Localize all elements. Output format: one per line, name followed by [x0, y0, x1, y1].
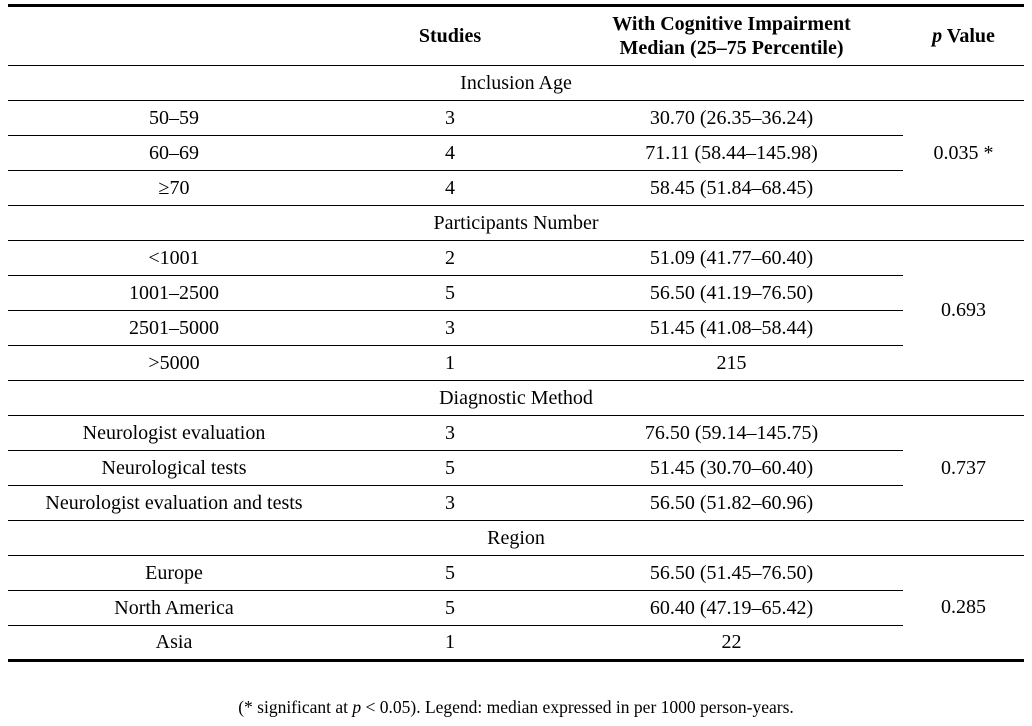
cell-median: 51.09 (41.77–60.40)	[560, 240, 903, 276]
cell-studies: 5	[340, 590, 560, 626]
cell-studies: 3	[340, 310, 560, 346]
header-p-italic: p	[932, 25, 943, 47]
section-title: Inclusion Age	[8, 65, 1024, 101]
footnote-p-italic: p	[352, 697, 362, 717]
cell-median: 51.45 (30.70–60.40)	[560, 450, 903, 486]
cell-median: 56.50 (51.45–76.50)	[560, 555, 903, 591]
cell-p-value: 0.737	[903, 415, 1024, 521]
cell-label: <1001	[8, 240, 340, 276]
cell-median: 215	[560, 345, 903, 381]
cell-median: 30.70 (26.35–36.24)	[560, 100, 903, 136]
cell-studies: 1	[340, 625, 560, 661]
table-row: 2501–5000 3 51.45 (41.08–58.44)	[8, 310, 1024, 346]
cell-median: 60.40 (47.19–65.42)	[560, 590, 903, 626]
footnote-post: < 0.05). Legend: median expressed in per…	[361, 697, 794, 717]
table-row: Europe 5 56.50 (51.45–76.50) 0.285	[8, 555, 1024, 661]
table-row: >5000 1 215	[8, 345, 1024, 381]
cell-label: ≥70	[8, 170, 340, 206]
cell-median: 71.11 (58.44–145.98)	[560, 135, 903, 171]
section-title: Diagnostic Method	[8, 380, 1024, 416]
subgroup-analysis-table-wrap: Studies With Cognitive Impairment Median…	[8, 4, 1024, 662]
table-row: ≥70 4 58.45 (51.84–68.45)	[8, 170, 1024, 206]
cell-label: Europe	[8, 555, 340, 591]
table-row: 60–69 4 71.11 (58.44–145.98)	[8, 135, 1024, 171]
cell-studies: 2	[340, 240, 560, 276]
header-median: With Cognitive Impairment Median (25–75 …	[560, 5, 903, 66]
header-median-line2: Median (25–75 Percentile)	[619, 37, 844, 59]
header-median-line1: With Cognitive Impairment	[612, 13, 851, 35]
cell-studies: 4	[340, 170, 560, 206]
cell-studies: 3	[340, 485, 560, 521]
section-title: Region	[8, 520, 1024, 556]
cell-median: 22	[560, 625, 903, 661]
footnote-pre: (* significant at	[238, 697, 353, 717]
cell-p-value: 0.035 *	[903, 100, 1024, 206]
section-row-inclusion-age: Inclusion Age	[8, 65, 1024, 101]
section-row-region: Region	[8, 520, 1024, 556]
cell-label: Neurologist evaluation and tests	[8, 485, 340, 521]
cell-label: 2501–5000	[8, 310, 340, 346]
cell-label: 60–69	[8, 135, 340, 171]
header-studies: Studies	[340, 5, 560, 66]
table-row: Asia 1 22	[8, 625, 1024, 661]
header-p-value: p Value	[903, 5, 1024, 66]
cell-studies: 5	[340, 450, 560, 486]
cell-p-value: 0.693	[903, 240, 1024, 381]
header-blank	[8, 5, 340, 66]
subgroup-analysis-table: Studies With Cognitive Impairment Median…	[8, 4, 1024, 662]
table-row: 1001–2500 5 56.50 (41.19–76.50)	[8, 275, 1024, 311]
cell-studies: 5	[340, 275, 560, 311]
table-row: North America 5 60.40 (47.19–65.42)	[8, 590, 1024, 626]
cell-studies: 3	[340, 100, 560, 136]
cell-median: 56.50 (41.19–76.50)	[560, 275, 903, 311]
table-footnote: (* significant at p < 0.05). Legend: med…	[8, 697, 1024, 718]
cell-median: 56.50 (51.82–60.96)	[560, 485, 903, 521]
cell-studies: 5	[340, 555, 560, 591]
cell-label: 50–59	[8, 100, 340, 136]
cell-label: Neurological tests	[8, 450, 340, 486]
cell-studies: 1	[340, 345, 560, 381]
section-title: Participants Number	[8, 205, 1024, 241]
cell-label: Neurologist evaluation	[8, 415, 340, 451]
cell-label: Asia	[8, 625, 340, 661]
cell-label: >5000	[8, 345, 340, 381]
cell-median: 76.50 (59.14–145.75)	[560, 415, 903, 451]
cell-label: 1001–2500	[8, 275, 340, 311]
section-row-diagnostic-method: Diagnostic Method	[8, 380, 1024, 416]
table-row: Neurologist evaluation 3 76.50 (59.14–14…	[8, 415, 1024, 521]
cell-label: North America	[8, 590, 340, 626]
cell-studies: 3	[340, 415, 560, 451]
cell-studies: 4	[340, 135, 560, 171]
header-p-rest: Value	[942, 25, 995, 47]
cell-median: 58.45 (51.84–68.45)	[560, 170, 903, 206]
table-row: 50–59 3 30.70 (26.35–36.24) 0.035 *	[8, 100, 1024, 206]
cell-p-value: 0.285	[903, 555, 1024, 661]
table-row: Neurologist evaluation and tests 3 56.50…	[8, 485, 1024, 521]
section-row-participants-number: Participants Number	[8, 205, 1024, 241]
cell-median: 51.45 (41.08–58.44)	[560, 310, 903, 346]
table-row: <1001 2 51.09 (41.77–60.40) 0.693	[8, 240, 1024, 381]
header-row: Studies With Cognitive Impairment Median…	[8, 5, 1024, 66]
table-row: Neurological tests 5 51.45 (30.70–60.40)	[8, 450, 1024, 486]
